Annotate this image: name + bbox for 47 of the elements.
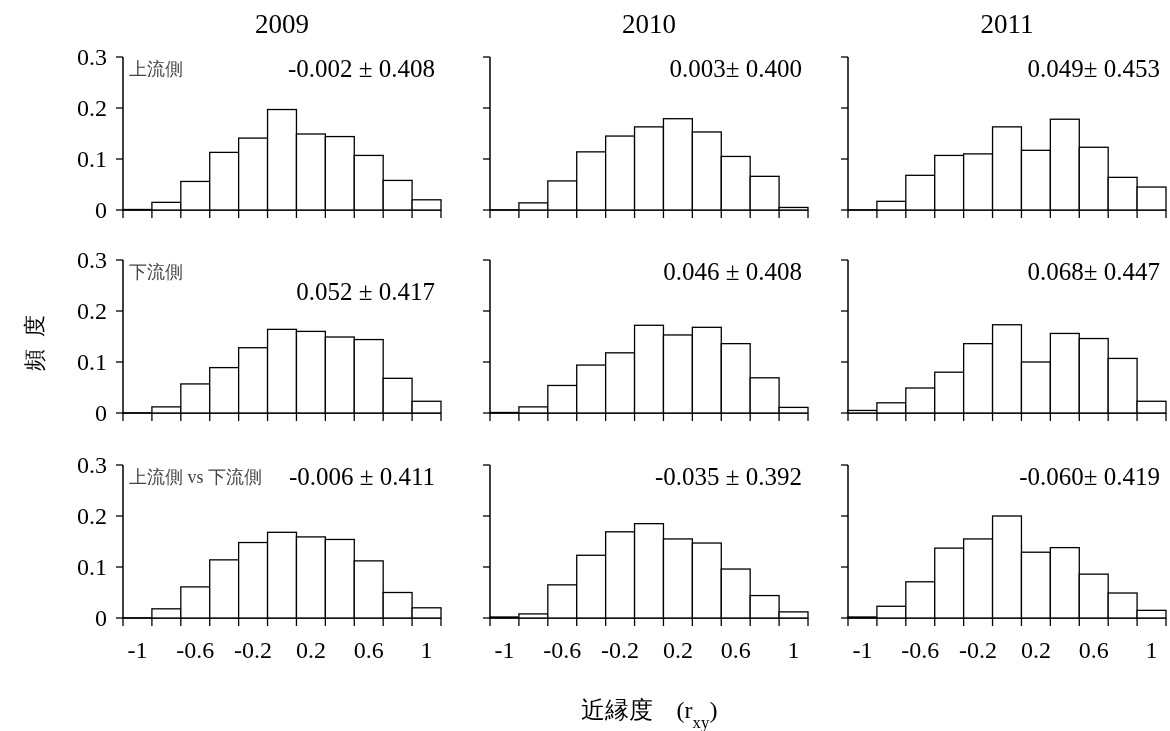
y-tick-label: 0 <box>95 400 107 426</box>
x-tick-label: -0.2 <box>959 637 998 663</box>
annotation: -0.002 ± 0.408 <box>287 55 435 82</box>
x-tick-label: 1 <box>1145 637 1158 663</box>
chart-title: 2009 <box>255 9 309 39</box>
x-tick-label: -1 <box>494 637 515 663</box>
x-tick-label: -1 <box>852 637 873 663</box>
x-tick-label: -0.6 <box>543 637 582 663</box>
annotation: -0.060± 0.419 <box>1019 463 1160 490</box>
y-tick-label: 0.2 <box>77 298 107 324</box>
annotation: 0.052 ± 0.417 <box>296 278 435 305</box>
y-tick-label: 0.3 <box>77 247 107 273</box>
x-axis-title: 近縁度 (r$_{xy}$) <box>580 697 718 731</box>
y-tick-label: 0 <box>95 605 107 631</box>
x-tick-label: -0.2 <box>234 637 273 663</box>
y-tick-label: 0.1 <box>77 554 107 580</box>
x-tick-label: -0.2 <box>601 637 640 663</box>
annotation: 上流側 <box>129 59 183 79</box>
x-tick-label: 0.6 <box>1078 637 1109 663</box>
x-tick-label: -0.6 <box>176 637 215 663</box>
y-axis-title: 頻度 <box>22 302 47 371</box>
annotation: 0.003± 0.400 <box>669 55 802 82</box>
x-tick-label: 0.2 <box>295 637 326 663</box>
x-tick-label: 0.6 <box>353 637 384 663</box>
x-tick-label: -1 <box>127 637 148 663</box>
y-tick-label: 0.2 <box>77 95 107 121</box>
x-tick-label: 1 <box>787 637 800 663</box>
x-tick-label: 0.6 <box>720 637 751 663</box>
x-tick-label: -0.6 <box>901 637 940 663</box>
annotation: 0.049± 0.453 <box>1027 55 1160 82</box>
annotation: 0.046 ± 0.408 <box>663 258 802 285</box>
x-tick-label: 1 <box>420 637 433 663</box>
chart-title: 2010 <box>622 9 676 39</box>
y-tick-label: 0.2 <box>77 503 107 529</box>
x-tick-label: 0.2 <box>1020 637 1051 663</box>
y-tick-label: 0.3 <box>77 44 107 70</box>
annotation: 下流側 <box>129 262 183 282</box>
y-tick-label: 0.1 <box>77 146 107 172</box>
y-tick-label: 0.3 <box>77 452 107 478</box>
y-tick-label: 0 <box>95 197 107 223</box>
annotation: 上流側 vs 下流側 <box>129 467 263 487</box>
annotation: 0.068± 0.447 <box>1027 258 1160 285</box>
y-tick-label: 0.1 <box>77 349 107 375</box>
chart-title: 2011 <box>980 9 1034 39</box>
annotation: -0.035 ± 0.392 <box>654 463 802 490</box>
x-tick-label: 0.2 <box>662 637 693 663</box>
annotation: -0.006 ± 0.411 <box>288 463 435 490</box>
